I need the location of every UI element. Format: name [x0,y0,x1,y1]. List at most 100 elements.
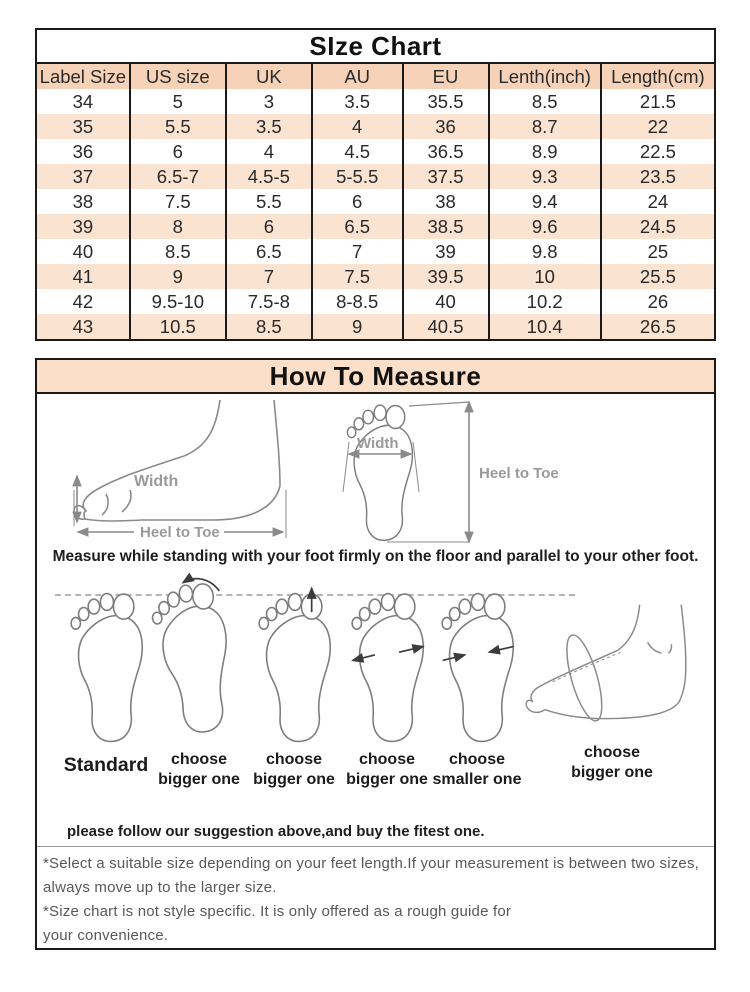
footnote-line: *Size chart is not style specific. It is… [43,903,512,920]
size-cell: 9.8 [487,239,601,264]
size-cell: 7.5-8 [224,289,312,314]
table-row: 39 8 6 6.5 38.5 9.6 24.5 [37,214,714,239]
foot-advice-label: bigger one [253,770,335,788]
size-cell: 26 [599,289,714,314]
foot-advice-label: bigger one [158,770,240,788]
size-cell: 23.5 [599,164,714,189]
size-cell: 38 [401,189,489,214]
table-row: 35 5.5 3.5 4 36 8.7 22 [37,114,714,139]
size-cell: 6.5 [224,239,312,264]
foot-advice-label: smaller one [432,770,522,788]
standing-measure-note: Measure while standing with your foot fi… [52,548,699,565]
size-cell: 3.5 [224,114,312,139]
size-cell: 3 [224,89,312,114]
size-cell: 7 [224,264,312,289]
size-chart-title: SIze Chart [37,30,714,64]
size-cell: 7 [310,239,403,264]
size-cell: 9 [310,314,403,339]
heel-to-toe-label: Heel to Toe [140,524,220,541]
size-cell: 9.5-10 [128,289,226,314]
size-cell: 25.5 [599,264,714,289]
size-cell: 8.5 [224,314,312,339]
size-cell: 7.5 [128,189,226,214]
footnote-line: *Select a suitable size depending on you… [43,855,700,872]
size-cell: 9.3 [487,164,601,189]
foot-top-view-diagram: Width Heel to Toe [342,400,559,544]
size-column-header: AU [310,64,403,89]
size-cell: 36 [401,114,489,139]
suggestion-note: please follow our suggestion above,and b… [67,823,485,840]
table-row: 34 5 3 3.5 35.5 8.5 21.5 [37,89,714,114]
size-cell: 5.5 [128,114,226,139]
foot-standard-figure: Standard [61,578,151,778]
size-cell: 24.5 [599,214,714,239]
size-cell: 38 [72,190,94,212]
foot-advice-label: bigger one [346,770,428,788]
size-column-header: UK [224,64,312,89]
size-cell: 4.5 [310,139,403,164]
size-cell: 6 [128,139,226,164]
size-cell: 24 [599,189,714,214]
size-cell: 4.5-5 [224,164,312,189]
feet-comparison-area: Standard choose bigger one choose bigger… [55,572,701,820]
foot-wide-figure: choose bigger one [342,578,432,789]
foot-narrow-diagram [441,592,515,743]
foot-advice-label: Standard [63,754,149,776]
size-cell: 39 [37,214,130,239]
size-chart-table: Label Size US size UK AU EU Lenth(inch) Length… [37,64,714,339]
size-cell: 8 [128,214,226,239]
size-cell: 7.5 [310,264,403,289]
size-cell: 8.5 [128,239,226,264]
table-header-row: Label Size US size UK AU EU Lenth(inch) Length… [37,64,714,89]
how-to-measure-title: How To Measure [37,360,714,394]
foot-advice-label: choose [170,751,227,768]
foot-standard-diagram [70,592,144,743]
size-cell: 6 [310,189,403,214]
size-cell: 3.5 [310,89,403,114]
size-cell: 41 [37,264,130,289]
size-cell: 8-8.5 [310,289,403,314]
footnote-line: always move up to the larger size. [43,879,277,896]
size-cell: 4 [224,139,312,164]
foot-wide-diagram [350,592,425,743]
size-cell: 39.5 [401,264,489,289]
size-cell: 8.9 [487,139,601,164]
size-cell: 37 [37,164,130,189]
size-cell: 8.5 [487,89,601,114]
size-cell: 39 [401,239,489,264]
width-label: Width [357,435,399,452]
table-row: 43 10.5 8.5 9 40.5 10.4 26.5 [37,314,714,339]
size-cell: 9.4 [487,189,601,214]
size-cell: 40 [72,240,94,262]
size-cell: 40.5 [401,314,489,339]
foot-long-toe-diagram [148,572,237,737]
size-cell: 22 [599,114,714,139]
size-cell: 37.5 [401,164,489,189]
size-cell: 25 [599,239,714,264]
size-cell: 4 [310,114,403,139]
foot-advice-label: choose [583,744,640,761]
foot-advice-label: choose [265,751,322,768]
size-cell: 10 [487,264,601,289]
size-cell: 22.5 [599,139,714,164]
footnotes: *Select a suitable size depending on you… [37,846,714,948]
table-row: 41 9 7 7.5 39.5 10 25.5 [37,264,714,289]
foot-advice-label: bigger one [571,763,653,781]
table-row: 40 8.5 6.5 7 39 9.8 25 [37,239,714,264]
foot-advice-label: choose [358,751,415,768]
size-cell: 5.5 [224,189,312,214]
size-cell: 5-5.5 [310,164,403,189]
how-to-measure-section: How To Measure Width Heel to Toe [35,358,716,950]
size-cell: 43 [37,314,130,339]
size-cell: 10.2 [487,289,601,314]
size-column-header: Length(cm) [599,64,714,89]
size-cell: 10.5 [128,314,226,339]
size-column-header: Label Size [37,64,130,89]
table-row: 42 9.5-10 7.5-8 8-8.5 40 10.2 26 [37,289,714,314]
size-cell: 8.7 [487,114,601,139]
size-cell: 36 [72,140,94,162]
foot-long-toe-figure: choose bigger one [148,572,244,789]
size-cell: 10.4 [487,314,601,339]
size-cell: 40 [401,289,489,314]
size-cell: 34 [72,90,94,112]
